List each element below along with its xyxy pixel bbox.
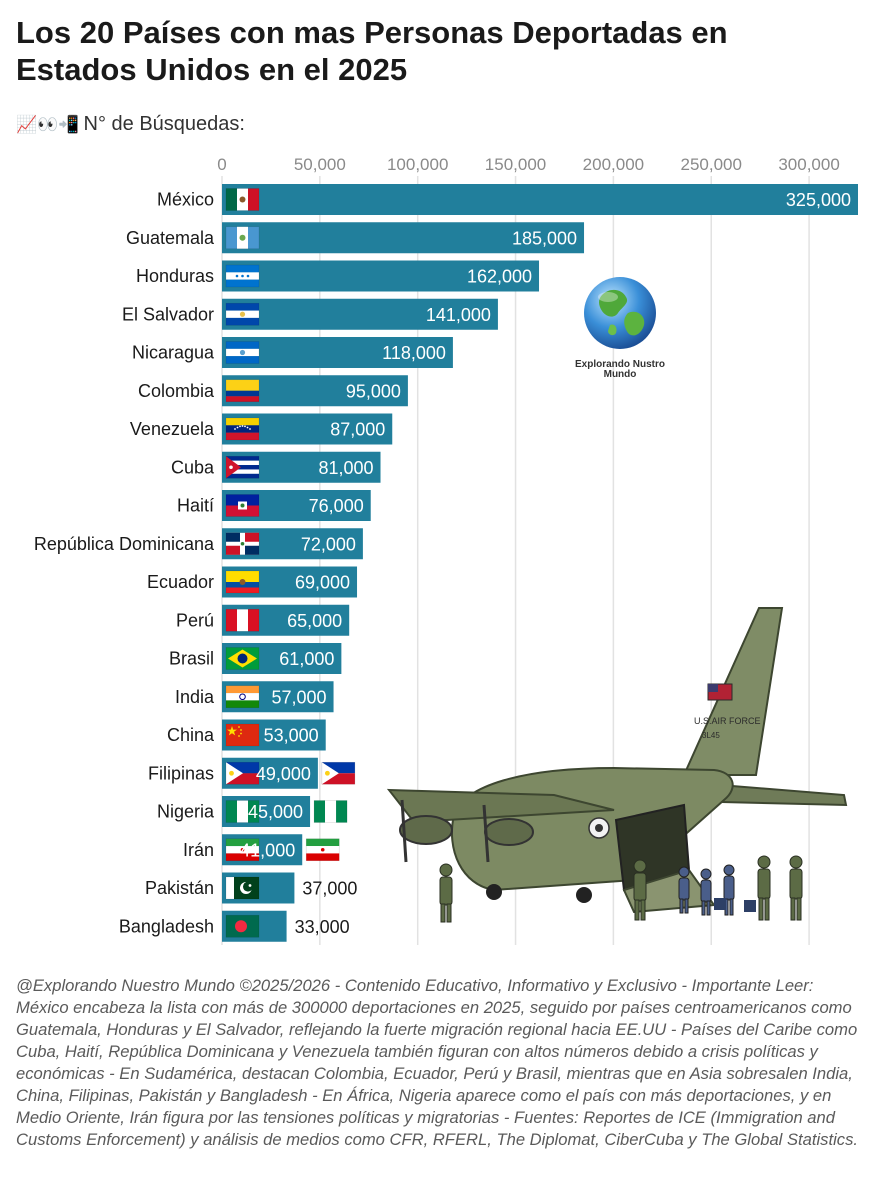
china-flag-icon: [225, 723, 260, 747]
value-label: 72,000: [301, 534, 356, 554]
category-label: India: [175, 687, 215, 707]
value-label: 95,000: [346, 381, 401, 401]
guatemala-flag-icon: [225, 226, 260, 250]
category-label: Nicaragua: [132, 343, 215, 363]
cuba-flag-icon: [225, 455, 260, 479]
category-label: Guatemala: [126, 228, 215, 248]
value-label: 65,000: [287, 611, 342, 631]
mexico-flag-icon: [225, 188, 260, 211]
category-label: Nigeria: [157, 802, 215, 822]
category-label: Colombia: [138, 381, 215, 401]
nigeria-flag-icon: [313, 800, 348, 823]
bangladesh-flag-icon: [225, 914, 260, 938]
category-label: Venezuela: [130, 419, 215, 439]
bar-chart: 0 50,000 100,000 150,000 200,000 250,000 300,0…: [34, 155, 858, 945]
dominican-republic-flag-icon: [225, 532, 260, 556]
value-label: 118,000: [382, 343, 446, 363]
honduras-flag-icon: [225, 264, 260, 288]
peru-flag-icon: [225, 608, 260, 632]
bar: [222, 222, 585, 254]
philippines-flag-icon: [321, 761, 356, 785]
value-label: 45,000: [248, 802, 303, 822]
footer-note: @Explorando Nuestro Mundo ©2025/2026 - C…: [16, 976, 858, 1149]
value-label: 76,000: [309, 496, 364, 516]
trend-emoji-icons: 📈👀📲: [16, 114, 80, 135]
plane-tail-text: U.S.AIR FORCE: [694, 716, 761, 726]
x-tick-label: 250,000: [681, 155, 742, 174]
category-label: El Salvador: [122, 304, 214, 324]
value-label: 141,000: [426, 305, 491, 325]
x-tick-label: 200,000: [583, 155, 644, 174]
category-label: México: [157, 190, 214, 210]
category-label: Cuba: [171, 457, 215, 477]
category-label: República Dominicana: [34, 534, 215, 554]
value-label: 162,000: [467, 267, 532, 287]
value-label: 61,000: [279, 649, 334, 669]
x-tick-label: 50,000: [294, 155, 346, 174]
value-label: 33,000: [295, 917, 350, 937]
brazil-flag-icon: [225, 647, 260, 670]
category-label: Bangladesh: [119, 916, 214, 936]
category-label: Haití: [177, 496, 214, 516]
value-label: 57,000: [271, 687, 326, 707]
iran-flag-icon: [225, 838, 260, 862]
bar: [222, 337, 453, 368]
chart-subtitle: 📈👀📲 N° de Búsquedas:: [16, 113, 245, 136]
philippines-flag-icon: [225, 761, 260, 785]
bar: [222, 298, 498, 330]
value-label: 81,000: [318, 458, 373, 478]
category-label: Pakistán: [145, 878, 214, 898]
haiti-flag-icon: [225, 494, 260, 517]
category-label: Brasil: [169, 649, 214, 669]
bar: [222, 260, 540, 292]
ecuador-flag-icon: [225, 570, 260, 594]
nigeria-flag-icon: [225, 800, 260, 823]
value-label: 37,000: [302, 879, 357, 899]
colombia-flag-icon: [225, 379, 260, 403]
category-label: Honduras: [136, 266, 214, 286]
x-tick-label: 150,000: [485, 155, 546, 174]
category-label: Irán: [183, 840, 214, 860]
el-salvador-flag-icon: [225, 302, 260, 326]
bar: [222, 184, 858, 215]
value-label: 87,000: [330, 420, 385, 440]
channel-logo: Explorando Nustro Mundo: [568, 273, 672, 380]
category-label: Filipinas: [148, 763, 214, 783]
page-title: Los 20 Países con mas Personas Deportada…: [16, 15, 728, 87]
category-label: Ecuador: [147, 572, 214, 592]
value-label: 41,000: [240, 840, 295, 860]
value-label: 53,000: [264, 726, 319, 746]
value-label: 69,000: [295, 573, 350, 593]
x-tick-label: 0: [217, 155, 226, 174]
venezuela-flag-icon: [225, 417, 260, 441]
value-label: 185,000: [512, 228, 577, 248]
plane-code-text: 3L45: [702, 731, 720, 740]
pakistan-flag-icon: [225, 876, 260, 900]
x-tick-label: 100,000: [387, 155, 448, 174]
category-label: China: [167, 725, 215, 745]
subtitle-label: N° de Búsquedas:: [83, 113, 245, 135]
logo-text: Explorando Nustro Mundo: [574, 359, 665, 380]
category-label: Perú: [176, 610, 214, 630]
nicaragua-flag-icon: [225, 341, 260, 364]
india-flag-icon: [225, 685, 260, 709]
iran-flag-icon: [305, 838, 340, 862]
military-cargo-plane-icon: U.S.AIR FORCE 3L45: [386, 607, 848, 923]
globe-icon: [584, 277, 656, 349]
value-label: 49,000: [256, 764, 311, 784]
x-tick-label: 300,000: [778, 155, 839, 174]
value-label: 325,000: [786, 190, 851, 210]
